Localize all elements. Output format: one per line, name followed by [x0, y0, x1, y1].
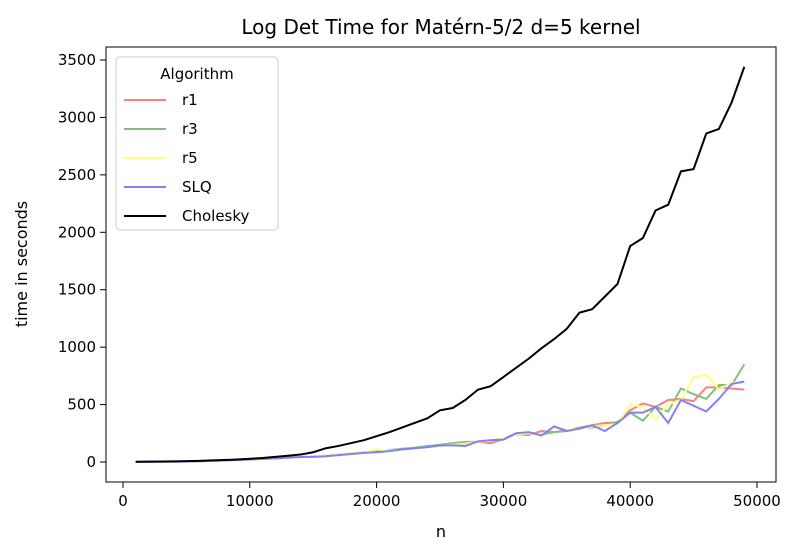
series-line	[135, 66, 746, 463]
x-tick-label: 0	[118, 492, 128, 510]
legend-title: Algorithm	[160, 65, 233, 83]
y-tick-label: 1500	[58, 281, 96, 299]
legend-label: r3	[182, 120, 198, 138]
y-tick-label: 500	[67, 396, 96, 414]
series-line	[135, 363, 746, 464]
chart-title: Log Det Time for Matérn-5/2 d=5 kernel	[241, 15, 640, 39]
y-axis-label: time in seconds	[12, 201, 31, 327]
x-tick-label: 50000	[733, 492, 781, 510]
x-tick-label: 40000	[606, 492, 654, 510]
y-tick-label: 3500	[58, 51, 96, 69]
legend-label: SLQ	[182, 178, 212, 196]
x-tick-label: 20000	[353, 492, 401, 510]
legend-label: Cholesky	[182, 207, 250, 225]
y-tick-label: 2500	[58, 166, 96, 184]
x-tick-label: 10000	[226, 492, 274, 510]
y-tick-label: 2000	[58, 223, 96, 241]
y-tick-label: 3000	[58, 108, 96, 126]
series-line	[135, 386, 745, 464]
y-tick-label: 1000	[58, 338, 96, 356]
legend: Algorithm r1 r3 r5 SLQ Cholesky	[115, 56, 279, 231]
series-line	[135, 373, 745, 464]
legend-label: r1	[182, 91, 198, 109]
x-axis-label: n	[436, 522, 446, 541]
plot-frame	[105, 46, 777, 483]
y-tick-label: 0	[86, 453, 96, 471]
legend-label: r5	[182, 149, 198, 167]
series-line	[135, 380, 745, 464]
x-tick-label: 30000	[480, 492, 528, 510]
